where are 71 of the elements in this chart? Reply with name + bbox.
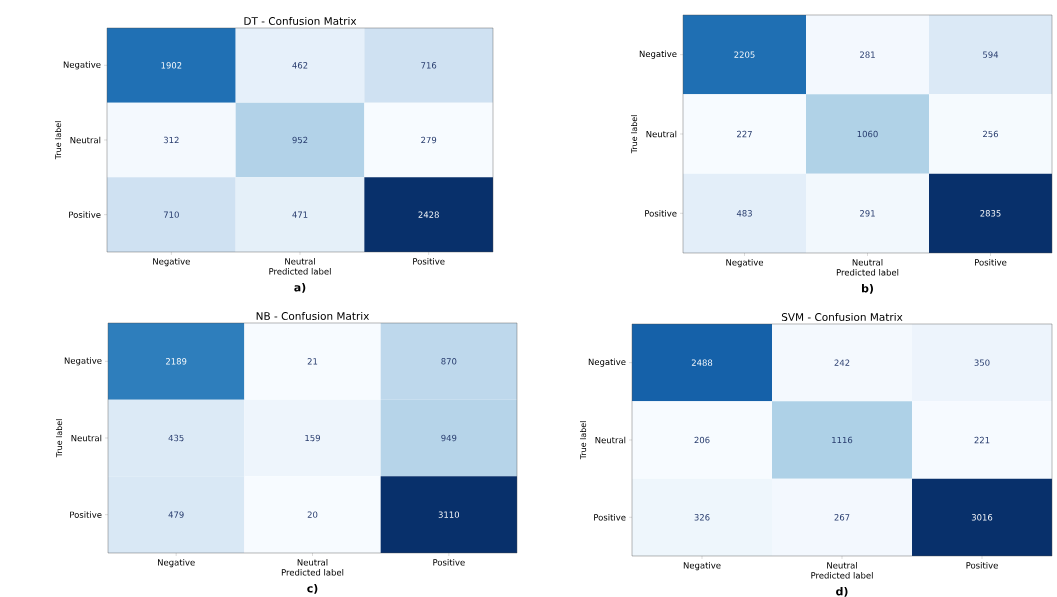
- y-tick-label: Neutral: [595, 436, 626, 444]
- text: c): [307, 584, 318, 594]
- chart-title: NB - Confusion Matrix: [256, 311, 370, 320]
- x-tick-label: Neutral: [852, 259, 883, 266]
- text: d): [836, 587, 848, 597]
- chart-title: DT - Confusion Matrix: [244, 16, 357, 25]
- x-tick-label: Positive: [975, 259, 1007, 266]
- data-label: 435: [168, 434, 184, 442]
- y-tick-label: Positive: [645, 210, 677, 217]
- x-tick-label: Positive: [413, 258, 445, 265]
- x-axis-title: Predicted label: [269, 268, 331, 275]
- data-label: 716: [421, 62, 437, 69]
- text: a): [294, 283, 306, 293]
- data-label: 21: [307, 358, 318, 365]
- x-axis-title: Predicted label: [811, 572, 873, 579]
- data-label: 2488: [691, 359, 713, 366]
- x-axis-title: Predicted label: [281, 569, 344, 576]
- text: b): [862, 284, 873, 294]
- x-tick-label: Positive: [433, 559, 465, 566]
- y-tick-label: Negative: [639, 50, 677, 59]
- x-tick-label: Negative: [726, 259, 764, 268]
- y-tick-label: Positive: [70, 511, 102, 518]
- y-tick-label: Positive: [594, 514, 626, 521]
- data-label: 1060: [857, 130, 878, 138]
- data-label: 312: [163, 136, 179, 144]
- data-label: 227: [737, 130, 752, 138]
- data-label: 159: [305, 434, 320, 442]
- data-label: 870: [441, 358, 457, 365]
- data-label: 1902: [161, 62, 182, 69]
- data-label: 291: [860, 210, 875, 217]
- data-label: 462: [292, 62, 308, 69]
- data-label: 483: [736, 210, 752, 217]
- data-label: 279: [421, 136, 437, 144]
- x-tick-label: Neutral: [827, 562, 857, 569]
- data-label: 952: [292, 136, 308, 144]
- data-label: 281: [860, 51, 875, 58]
- y-tick-label: Neutral: [71, 434, 102, 442]
- data-label: 710: [163, 211, 179, 218]
- x-tick-label: Negative: [683, 562, 721, 571]
- data-label: 2189: [166, 358, 187, 365]
- y-tick-label: Neutral: [70, 136, 101, 144]
- data-label: 350: [974, 359, 990, 366]
- y-tick-label: Negative: [64, 357, 102, 366]
- data-label: 242: [834, 359, 850, 366]
- data-label: 3016: [971, 514, 993, 521]
- data-label: 471: [292, 211, 308, 218]
- data-label: 256: [983, 130, 999, 138]
- y-tick-label: Positive: [69, 211, 101, 218]
- data-label: 267: [834, 514, 850, 521]
- data-label: 2835: [980, 210, 1001, 217]
- x-axis-title: Predicted label: [836, 269, 899, 276]
- data-label: 20: [307, 511, 318, 518]
- data-label: 1116: [832, 436, 853, 444]
- y-tick-label: Neutral: [646, 130, 677, 138]
- chart-title: SVM - Confusion Matrix: [781, 312, 903, 321]
- data-label: 206: [694, 436, 710, 444]
- data-label: 949: [441, 434, 457, 442]
- data-label: 594: [983, 51, 999, 58]
- x-tick-label: Neutral: [285, 258, 315, 265]
- data-label: 2205: [734, 51, 755, 58]
- data-label: 479: [168, 511, 184, 518]
- x-tick-label: Negative: [153, 258, 190, 267]
- data-label: 2428: [418, 211, 439, 218]
- y-tick-label: Negative: [588, 358, 626, 367]
- x-tick-label: Negative: [158, 559, 195, 568]
- data-label: 326: [694, 514, 710, 521]
- x-tick-label: Neutral: [297, 559, 328, 566]
- data-label: 3110: [438, 511, 460, 518]
- data-label: 221: [974, 436, 990, 444]
- y-tick-label: Negative: [63, 61, 101, 70]
- x-tick-label: Positive: [966, 562, 998, 569]
